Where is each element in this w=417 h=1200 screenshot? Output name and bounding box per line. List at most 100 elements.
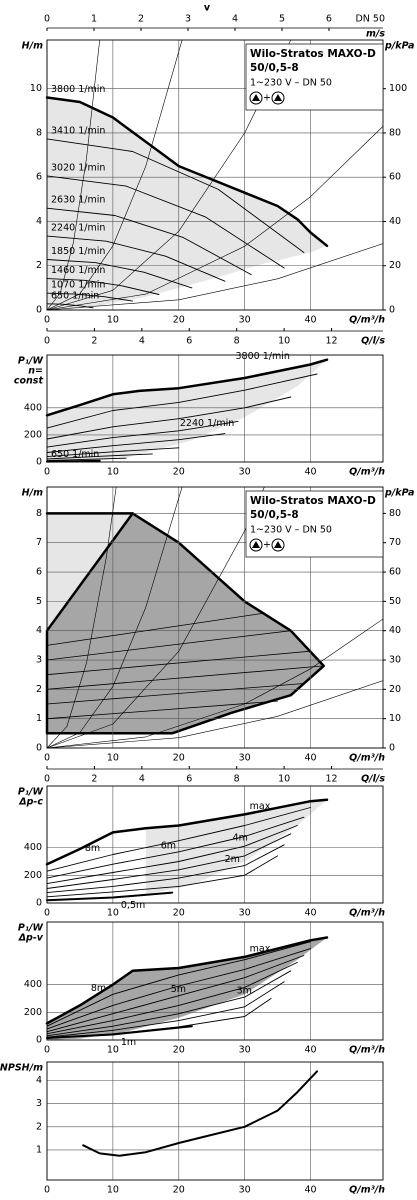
x3-tick-label: 1 [91, 14, 97, 25]
curve [46, 486, 183, 749]
x2-tick-label: 0 [44, 336, 50, 347]
info-spec: 1~230 V – DN 50 [250, 78, 332, 89]
y-tick-label: 6 [36, 567, 42, 578]
curve [46, 175, 285, 269]
x-tick-label: 0 [44, 908, 50, 919]
x2-tick-label: 10 [278, 336, 290, 347]
curve-label: 3800 1/min [236, 351, 290, 362]
curve [46, 373, 318, 429]
y2-tick-label: 20 [389, 684, 401, 695]
x2-tick-label: 2 [91, 774, 97, 785]
curve [46, 833, 292, 889]
info-combine: + [263, 540, 271, 551]
grid [46, 27, 386, 1181]
x3-tick-label: 2 [138, 14, 144, 25]
x-tick-label: 0 [44, 1045, 50, 1056]
y-axis-label: NPSH/m [0, 1063, 43, 1074]
y-tick-label: 4 [36, 216, 42, 227]
y-axis-label: P₁/W [18, 787, 44, 798]
x-tick-label: 30 [239, 315, 251, 326]
y2-tick-label: 0 [389, 743, 395, 754]
y-tick-label: 5 [36, 596, 42, 607]
info-model: 50/0,5-8 [250, 62, 299, 74]
x-tick-label: 10 [107, 1045, 119, 1056]
y-tick-label: 8 [36, 127, 42, 138]
curve [46, 459, 101, 463]
y-axis-label: P₁/W [18, 356, 44, 367]
y-tick-label: 8 [36, 508, 42, 519]
curve [45, 936, 329, 1025]
y2-tick-label: 80 [389, 127, 401, 138]
curve-label: 2m [225, 854, 240, 865]
y2-tick-label: 60 [389, 567, 401, 578]
x2-tick-label: 12 [325, 774, 337, 785]
curve [46, 981, 285, 1038]
x-tick-label: 30 [239, 1045, 251, 1056]
x-tick-label: 40 [304, 467, 316, 478]
x-tick-label: 40 [304, 1185, 316, 1196]
curve [46, 955, 305, 1033]
y-tick-label: 4 [36, 1075, 42, 1086]
curve-label: 0,5m [121, 900, 145, 911]
x3-tick-label: 6 [326, 14, 332, 25]
pump-icon [252, 94, 260, 101]
plot-frame [46, 921, 384, 1041]
plot-frame [46, 39, 384, 311]
y-tick-label: 2 [36, 260, 42, 271]
x2-tick-label: 12 [325, 336, 337, 347]
x2-tick-label: 10 [278, 774, 290, 785]
x-tick-label: 0 [44, 1185, 50, 1196]
curve [46, 396, 292, 440]
curve-label: 2240 1/min [51, 223, 105, 234]
x3-axis-label: v [204, 3, 211, 14]
x-tick-label: 0 [44, 753, 50, 764]
y2-tick-label: 100 [389, 83, 407, 94]
curve-label: 650 1/min [51, 290, 99, 301]
x2-tick-label: 8 [234, 336, 240, 347]
x-tick-label: 40 [304, 1045, 316, 1056]
x-tick-label: 10 [107, 908, 119, 919]
x-tick-label: 20 [173, 1045, 185, 1056]
x-tick-label: 10 [107, 1185, 119, 1196]
y2-tick-label: 50 [389, 596, 401, 607]
curve [46, 486, 117, 749]
x-tick-label: 0 [44, 467, 50, 478]
curve-label: max. [250, 801, 274, 812]
x-tick-label: 40 [304, 315, 316, 326]
y2-tick-label: 0 [389, 305, 395, 316]
curve-label: 8m [91, 983, 106, 994]
y2-tick-label: 80 [389, 508, 401, 519]
curve [45, 358, 329, 417]
curve [46, 700, 279, 720]
x2-tick-label: 2 [91, 336, 97, 347]
y-tick-label: 400 [24, 402, 42, 413]
curve-label: 8m [85, 843, 100, 854]
x-tick-label: 20 [173, 908, 185, 919]
curve [46, 292, 134, 302]
x2-tick-label: 6 [186, 774, 192, 785]
curve-label: 5m [171, 984, 186, 995]
curve [46, 891, 174, 902]
pump-icon [252, 541, 260, 548]
y-tick-label: 1 [36, 1144, 42, 1155]
curve [46, 970, 292, 1037]
y-tick-label: 3 [36, 655, 42, 666]
info-title: Wilo-Stratos MAXO-D [250, 48, 376, 60]
curve [46, 457, 127, 462]
x-tick-label: 0 [44, 315, 50, 326]
x-tick-label: 30 [239, 1185, 251, 1196]
y-axis-label: H/m [22, 488, 43, 499]
y-tick-label: 2 [36, 684, 42, 695]
x-tick-label: 20 [173, 1185, 185, 1196]
curve-label: 3410 1/min [51, 125, 105, 136]
curve [46, 630, 292, 661]
curve [46, 612, 265, 646]
labels: 0 10 20 30 400246810020406080100p/kPaH/mQ/m³… [0, 3, 414, 1196]
curve [46, 855, 279, 898]
curve [46, 680, 384, 749]
curve [46, 816, 305, 879]
x3-tick-label: 3 [185, 14, 191, 25]
y-tick-label: 0 [36, 743, 42, 754]
y-tick-label: 200 [24, 870, 42, 881]
